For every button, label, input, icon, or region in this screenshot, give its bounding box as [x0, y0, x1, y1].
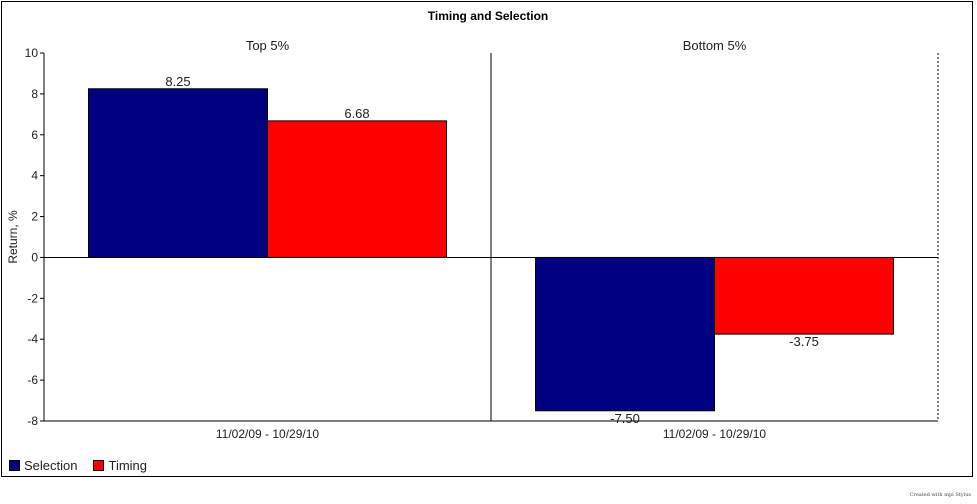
bars [88, 88, 894, 412]
y-tick-label: 6 [31, 128, 38, 142]
data-label-timing: -3.75 [789, 334, 819, 349]
chart-title: Timing and Selection [428, 9, 548, 23]
bar-selection [88, 88, 268, 258]
legend-item-selection: Selection [9, 458, 77, 473]
y-tick-label: 10 [25, 46, 39, 60]
legend: Selection Timing [9, 458, 147, 473]
data-label-selection: -7.50 [610, 411, 640, 426]
legend-swatch-selection [9, 460, 20, 471]
legend-item-timing: Timing [93, 458, 147, 473]
data-label-selection: 8.25 [165, 74, 190, 89]
legend-label-selection: Selection [24, 458, 78, 473]
chart-frame [1, 1, 973, 477]
x-category-label: 11/02/09 - 10/29/10 [663, 427, 767, 441]
y-tick-label: -2 [27, 291, 38, 305]
y-axis-label: Return, % [6, 210, 20, 264]
x-category-label: 11/02/09 - 10/29/10 [216, 427, 320, 441]
data-label-timing: 6.68 [344, 106, 369, 121]
footer-credit: Created with mpi Stylus [909, 492, 971, 498]
panel-title: Top 5% [246, 38, 290, 53]
bar-timing [267, 120, 447, 258]
y-tick-label: 2 [31, 210, 38, 224]
y-tick-label: 0 [31, 250, 38, 264]
bar-timing [714, 256, 894, 335]
legend-label-timing: Timing [108, 458, 148, 473]
legend-swatch-timing [93, 460, 105, 471]
data-labels: 8.25 6.68 -7.50 -3.75 [165, 74, 818, 426]
y-tick-label: 4 [31, 169, 38, 183]
y-tick-label: -4 [27, 332, 38, 346]
bar-selection [535, 256, 715, 412]
y-tick-label: 8 [31, 87, 38, 101]
y-tick-label: -8 [27, 414, 38, 428]
panel-title: Bottom 5% [683, 38, 747, 53]
y-tick-label: -6 [27, 373, 38, 387]
